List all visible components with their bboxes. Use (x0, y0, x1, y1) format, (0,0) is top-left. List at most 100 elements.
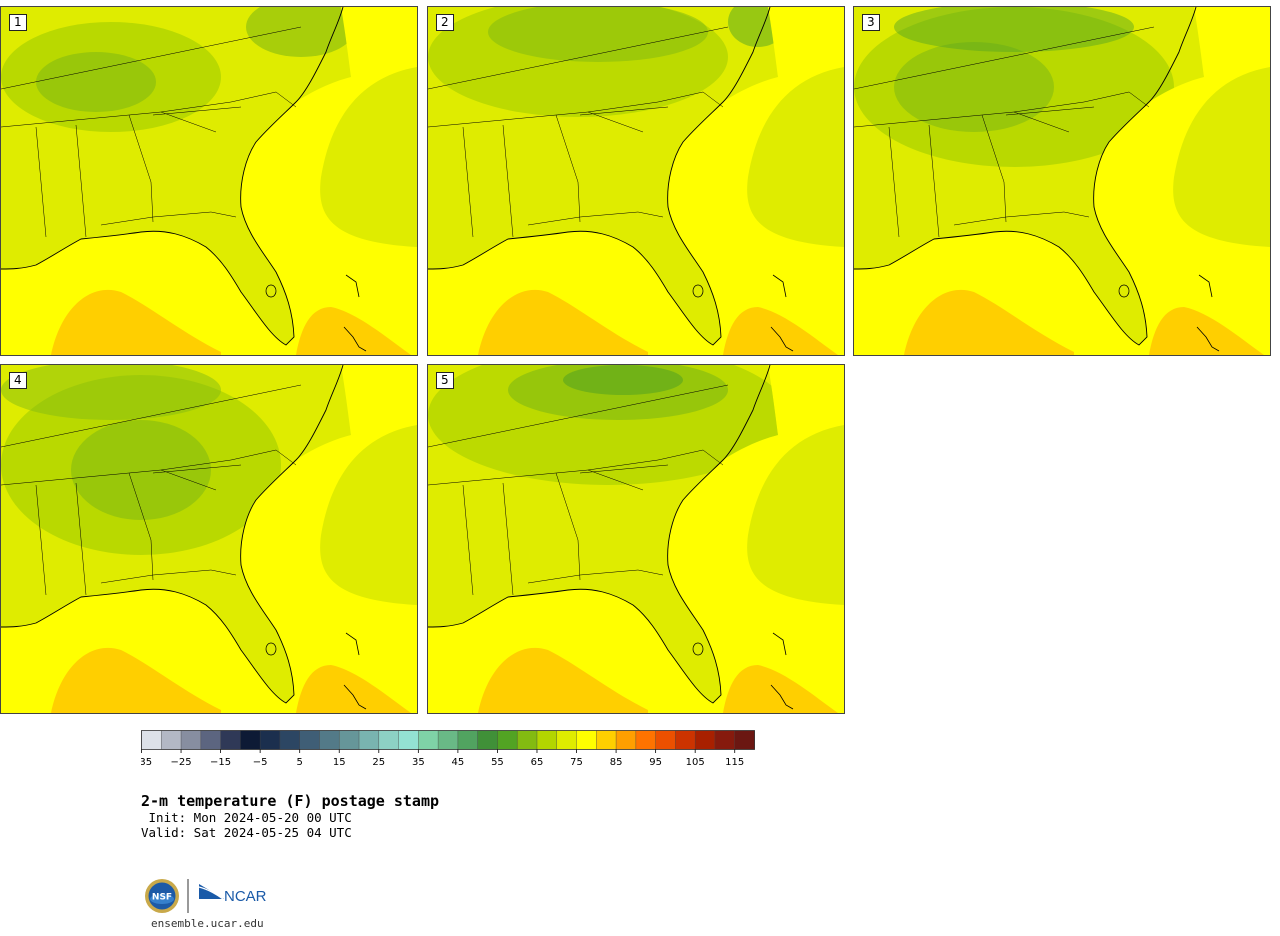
ensemble-member-map-5: 5 (427, 364, 845, 714)
state-border (75, 124, 87, 238)
temperature-contour (1, 365, 221, 420)
temperature-contour (563, 365, 683, 395)
state-border (128, 472, 154, 581)
colorbar-swatch (734, 730, 755, 750)
state-border (928, 124, 940, 238)
state-border (555, 472, 581, 581)
atlantic-warm-region (1149, 307, 1264, 355)
colorbar-swatch (398, 730, 419, 750)
gulf-warm-region (51, 647, 221, 713)
lake-outline (692, 284, 704, 298)
state-border (587, 469, 644, 491)
colorbar-swatch (141, 730, 162, 750)
state-border (1, 384, 302, 448)
colorbar-tick-label: −25 (170, 757, 191, 768)
colorbar-swatch (200, 730, 221, 750)
coastline (1, 7, 344, 346)
state-border (428, 384, 729, 448)
colorbar-swatch (240, 730, 261, 750)
colorbar-tick-label: 55 (491, 757, 504, 768)
coastline (428, 365, 771, 704)
gulf-warm-region (478, 289, 648, 355)
member-label: 4 (9, 372, 27, 389)
gulf-warm-region (51, 289, 221, 355)
state-border (462, 484, 474, 596)
colorbar-tick-label: 115 (725, 757, 744, 768)
temperature-contour (71, 420, 211, 520)
state-border (100, 569, 237, 584)
temperature-map (428, 365, 844, 713)
gulf-warm-region (904, 289, 1074, 355)
valid-time: Valid: Sat 2024-05-25 04 UTC (141, 825, 352, 840)
atlantic-cool-region (747, 425, 844, 605)
ncar-logo-icon: NCAR (198, 884, 267, 905)
state-border (1013, 111, 1070, 133)
colorbar-swatch (161, 730, 182, 750)
coastline (1, 365, 344, 704)
member-label: 3 (862, 14, 880, 31)
site-url[interactable]: ensemble.ucar.edu (151, 917, 264, 930)
state-border (579, 464, 669, 474)
lake-outline (1118, 284, 1130, 298)
state-border (152, 464, 242, 474)
colorbar-tick-label: −15 (210, 757, 231, 768)
temperature-map (1, 7, 417, 355)
state-border (854, 91, 1150, 128)
colorbar-swatch (378, 730, 399, 750)
state-border (1, 26, 302, 90)
lake-outline (265, 284, 277, 298)
nsf-seal-icon: NSF (145, 879, 179, 913)
atlantic-cool-region (320, 425, 417, 605)
state-border (128, 114, 154, 223)
colorbar-swatch (299, 730, 320, 750)
colorbar-swatch (279, 730, 301, 750)
state-border (100, 211, 237, 226)
ensemble-member-map-3: 3 (853, 6, 1271, 356)
atlantic-cool-region (1173, 67, 1270, 247)
colorbar-swatch (319, 730, 340, 750)
state-border (888, 126, 900, 238)
coastline (428, 7, 771, 346)
temperature-contour (894, 7, 1134, 52)
temperature-colorbar: −35 −25 −15 −5 5 15 25 35 45 55 65 75 85 95 105 115 (141, 730, 755, 768)
state-border (1005, 106, 1095, 116)
colorbar-swatch (616, 730, 637, 750)
state-border (35, 126, 47, 238)
island-outline (770, 632, 794, 710)
colorbar-swatch (635, 730, 657, 750)
colorbar-tick-label: −5 (253, 757, 268, 768)
colorbar-tick-label: 15 (333, 757, 346, 768)
colorbar-swatch (517, 730, 538, 750)
colorbar-swatch (260, 730, 281, 750)
atlantic-warm-region (723, 307, 838, 355)
colorbar-swatch (418, 730, 439, 750)
colorbar-tick-label: 95 (649, 757, 662, 768)
state-border (854, 26, 1155, 90)
colorbar-swatch (477, 730, 498, 750)
ncar-logo-text: NCAR (224, 888, 267, 905)
colorbar-swatch (457, 730, 479, 750)
gulf-warm-region (478, 647, 648, 713)
state-border (152, 106, 242, 116)
temperature-map (428, 7, 844, 355)
state-border (587, 111, 644, 133)
colorbar-swatch (714, 730, 736, 750)
state-border (555, 114, 581, 223)
member-label: 1 (9, 14, 27, 31)
colorbar-swatch (556, 730, 577, 750)
colorbar-tick-label: −35 (141, 757, 152, 768)
state-border (527, 211, 664, 226)
colorbar-swatch (339, 730, 360, 750)
state-border (428, 91, 724, 128)
colorbar-swatch (220, 730, 241, 750)
colorbar-tick-label: 65 (531, 757, 544, 768)
state-border (428, 26, 729, 90)
lake-outline (265, 642, 277, 656)
coastline (854, 7, 1197, 346)
state-border (1, 91, 297, 128)
temperature-map (1, 365, 417, 713)
colorbar-tick-label: 5 (297, 757, 303, 768)
lake-outline (692, 642, 704, 656)
init-time: Init: Mon 2024-05-20 00 UTC (141, 810, 352, 825)
colorbar-tick-label: 105 (686, 757, 705, 768)
